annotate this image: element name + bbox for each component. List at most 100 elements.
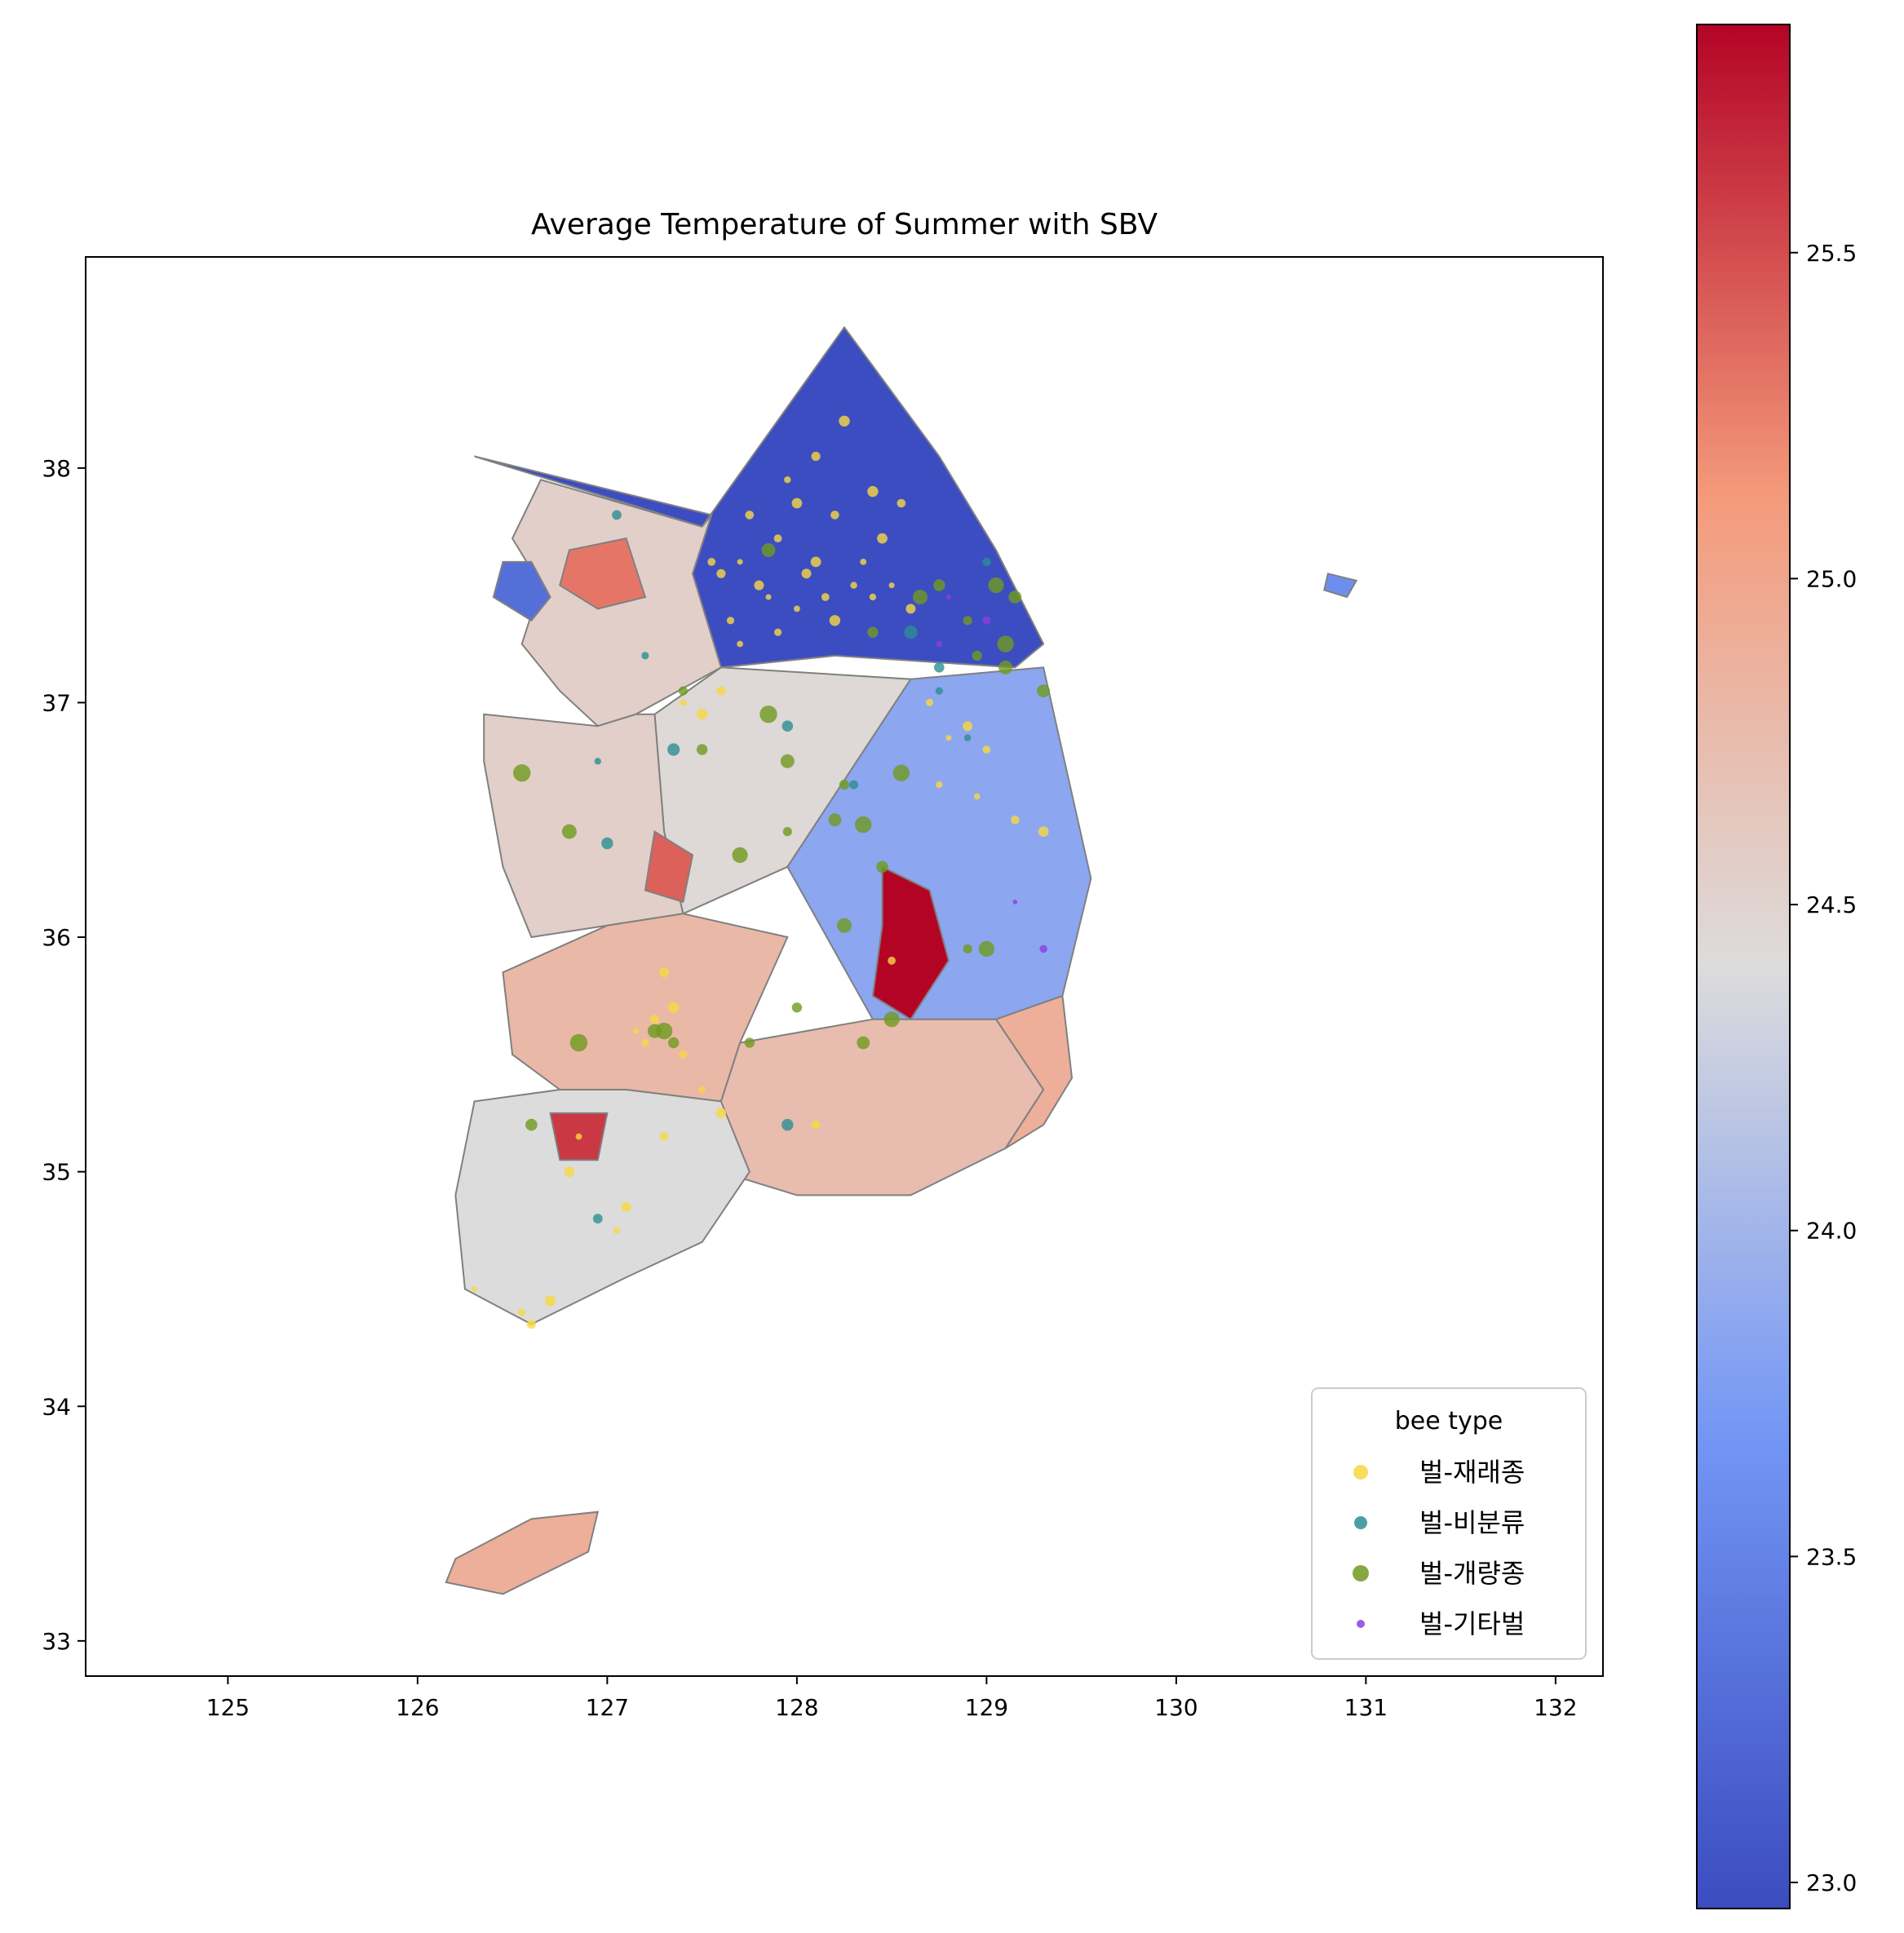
- legend-title: bee type: [1395, 1407, 1503, 1435]
- bee-point: [810, 556, 821, 568]
- legend-marker: [1353, 1565, 1369, 1581]
- bee-point: [561, 824, 577, 839]
- bee-point: [973, 793, 981, 800]
- bee-point: [564, 1166, 575, 1178]
- legend-marker: [1357, 1620, 1365, 1628]
- bee-point: [648, 1024, 662, 1038]
- bee-point: [707, 558, 716, 566]
- bee-point: [936, 640, 943, 648]
- x-tick-label: 132: [1534, 1694, 1577, 1721]
- bee-point: [892, 764, 910, 781]
- bee-point: [716, 568, 726, 578]
- y-tick-label: 35: [42, 1159, 71, 1186]
- bee-point: [936, 781, 943, 789]
- bee-point: [926, 698, 934, 707]
- y-tick-label: 38: [42, 455, 71, 482]
- bee-point: [659, 1132, 669, 1141]
- bee-point: [869, 593, 877, 601]
- colorbar-ticks: 23.0 23.5 24.0 24.5 25.0 25.5: [1790, 240, 1857, 1896]
- legend-label: 벌-재래종: [1419, 1457, 1525, 1488]
- bee-point: [945, 735, 952, 741]
- bee-point: [850, 582, 857, 589]
- bee-point: [1012, 900, 1018, 905]
- bee-point: [732, 847, 748, 863]
- bee-point: [811, 1120, 821, 1130]
- bee-point: [945, 594, 951, 600]
- bee-point: [613, 1227, 621, 1234]
- bee-point: [696, 744, 708, 755]
- bee-point: [641, 652, 649, 660]
- x-tick-label: 125: [206, 1694, 250, 1721]
- bee-point: [678, 686, 689, 696]
- bee-point: [737, 640, 743, 648]
- bee-point: [641, 1038, 649, 1047]
- bee-point: [935, 687, 943, 695]
- bee-point: [774, 628, 782, 636]
- region-polygon: [1323, 573, 1358, 599]
- y-tick-label: 33: [42, 1628, 71, 1655]
- bee-point: [821, 593, 830, 601]
- legend-box: [1311, 1387, 1587, 1660]
- legend-marker: [1353, 1465, 1368, 1480]
- bee-point: [897, 498, 906, 508]
- bee-point: [696, 709, 708, 720]
- bee-point: [837, 918, 852, 933]
- bee-point: [782, 827, 792, 837]
- bee-point: [745, 511, 755, 520]
- bee-point: [1037, 684, 1050, 697]
- x-tick-label: 126: [396, 1694, 439, 1721]
- bee-point: [888, 582, 895, 589]
- bee-point: [513, 764, 531, 782]
- y-tick-label: 37: [42, 689, 71, 716]
- bee-point: [978, 940, 994, 957]
- bee-point: [867, 485, 879, 498]
- bee-point: [794, 605, 800, 613]
- bee-point: [765, 594, 772, 600]
- region-polygon: [644, 829, 694, 904]
- bee-point: [518, 1308, 526, 1316]
- bee-point: [988, 577, 1004, 594]
- bee-point: [857, 1036, 870, 1050]
- bee-point: [811, 451, 821, 462]
- bee-point: [592, 1214, 603, 1224]
- x-tick-label: 127: [586, 1694, 629, 1721]
- region-polygons: [445, 325, 1358, 1595]
- bee-point: [544, 1295, 556, 1307]
- bee-point: [737, 559, 743, 565]
- bee-point: [913, 590, 928, 604]
- region-polygon: [492, 560, 551, 622]
- bee-point: [963, 944, 972, 953]
- bee-point: [867, 626, 879, 638]
- bee-point: [830, 511, 839, 520]
- bee-point: [1008, 591, 1022, 604]
- bee-point: [472, 1286, 478, 1292]
- bee-point: [780, 754, 795, 768]
- bee-point: [782, 720, 794, 732]
- colorbar-tick-label: 24.5: [1806, 891, 1857, 918]
- bee-point: [876, 860, 888, 874]
- bee-point: [860, 559, 867, 565]
- chart-title: Average Temperature of Summer with SBV: [531, 208, 1158, 241]
- bee-point: [754, 580, 764, 591]
- bee-point: [997, 635, 1014, 652]
- x-tick-label: 130: [1154, 1694, 1198, 1721]
- bee-point: [963, 616, 972, 626]
- y-tick-label: 34: [42, 1393, 71, 1420]
- bee-point: [998, 660, 1013, 675]
- x-tick-label: 131: [1344, 1694, 1388, 1721]
- bee-point: [649, 1015, 660, 1024]
- colorbar-tick-label: 23.0: [1806, 1869, 1857, 1896]
- colorbar-tick-label: 24.0: [1806, 1218, 1857, 1245]
- region-polygon: [445, 1511, 600, 1595]
- bee-point: [715, 1108, 727, 1119]
- bee-point: [612, 510, 622, 520]
- bee-points: [472, 415, 1050, 1329]
- bee-point: [828, 813, 842, 827]
- bee-point: [963, 734, 972, 741]
- bee-point: [982, 616, 991, 625]
- colorbar-tick-label: 25.0: [1806, 565, 1857, 592]
- bee-point: [525, 1118, 538, 1131]
